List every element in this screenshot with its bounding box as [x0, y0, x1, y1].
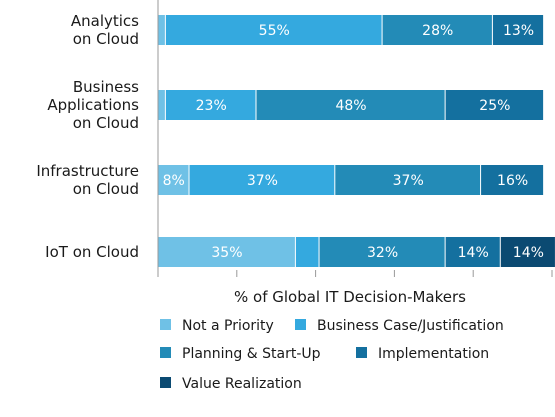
- legend-label: Business Case/Justification: [317, 318, 504, 334]
- bar-segment-implementation: [492, 15, 544, 45]
- data-label: 14%: [513, 245, 544, 261]
- legend: Not a Priority Business Case/Justificatio…: [160, 318, 504, 392]
- x-axis: [157, 0, 553, 277]
- x-axis-title: % of Global IT Decision-Makers: [234, 288, 466, 306]
- bar-segment-business-case-justification: [165, 90, 256, 120]
- legend-item-implementation: Implementation: [356, 346, 489, 362]
- legend-swatch: [295, 319, 306, 330]
- bar-segment-business-case-justification: [295, 237, 319, 267]
- data-label: 13%: [503, 23, 534, 39]
- category-label: Infrastructure on Cloud: [36, 162, 139, 198]
- legend-item-value-realization: Value Realization: [160, 376, 302, 392]
- category-label: Analytics on Cloud: [71, 12, 139, 48]
- legend-swatch: [160, 377, 171, 388]
- bar-segment-planning-start-up: [256, 90, 445, 120]
- data-label: 35%: [211, 245, 242, 261]
- bar-segment-not-a-priority: [158, 165, 189, 195]
- bar-segment-not-a-priority: [158, 90, 165, 120]
- data-label: 55%: [259, 23, 290, 39]
- bar-segment-planning-start-up: [335, 165, 481, 195]
- bar-group: 55% 28% 13% 23% 48% 25% 8% 37% 37% 16% 35% 32% 14% 14…: [158, 15, 555, 267]
- data-label: 8%: [163, 173, 185, 189]
- legend-label: Value Realization: [182, 376, 302, 392]
- legend-label: Implementation: [378, 346, 489, 362]
- data-label: 32%: [367, 245, 398, 261]
- legend-label: Planning & Start-Up: [182, 346, 321, 362]
- data-label: 37%: [393, 173, 424, 189]
- legend-swatch: [160, 319, 171, 330]
- bar-segment-business-case-justification: [165, 15, 382, 45]
- bar-segment-planning-start-up: [382, 15, 492, 45]
- legend-swatch: [356, 347, 367, 358]
- bar-segment-value-realization: [500, 237, 555, 267]
- bar-segment-implementation: [445, 90, 544, 120]
- legend-swatch: [160, 347, 171, 358]
- bar-segment-planning-start-up: [319, 237, 445, 267]
- bar-segment-not-a-priority: [158, 15, 165, 45]
- legend-item-business-case-justification: Business Case/Justification: [295, 318, 504, 334]
- bar-segment-implementation: [481, 165, 544, 195]
- data-label: 23%: [196, 98, 227, 114]
- bar-segment-business-case-justification: [189, 165, 335, 195]
- data-label: 48%: [335, 98, 366, 114]
- data-label: 14%: [458, 245, 489, 261]
- category-label: Business Applications on Cloud: [47, 78, 139, 132]
- data-label: 16%: [497, 173, 528, 189]
- bar-segment-not-a-priority: [158, 237, 295, 267]
- data-label: 25%: [479, 98, 510, 114]
- data-label: 37%: [247, 173, 278, 189]
- legend-label: Not a Priority: [182, 318, 274, 334]
- legend-item-not-a-priority: Not a Priority: [160, 318, 274, 334]
- legend-item-planning-start-up: Planning & Start-Up: [160, 346, 321, 362]
- category-label: IoT on Cloud: [45, 243, 139, 261]
- data-label: 28%: [422, 23, 453, 39]
- category-labels: Analytics on Cloud Business Applications on …: [36, 12, 139, 261]
- bar-segment-implementation: [445, 237, 500, 267]
